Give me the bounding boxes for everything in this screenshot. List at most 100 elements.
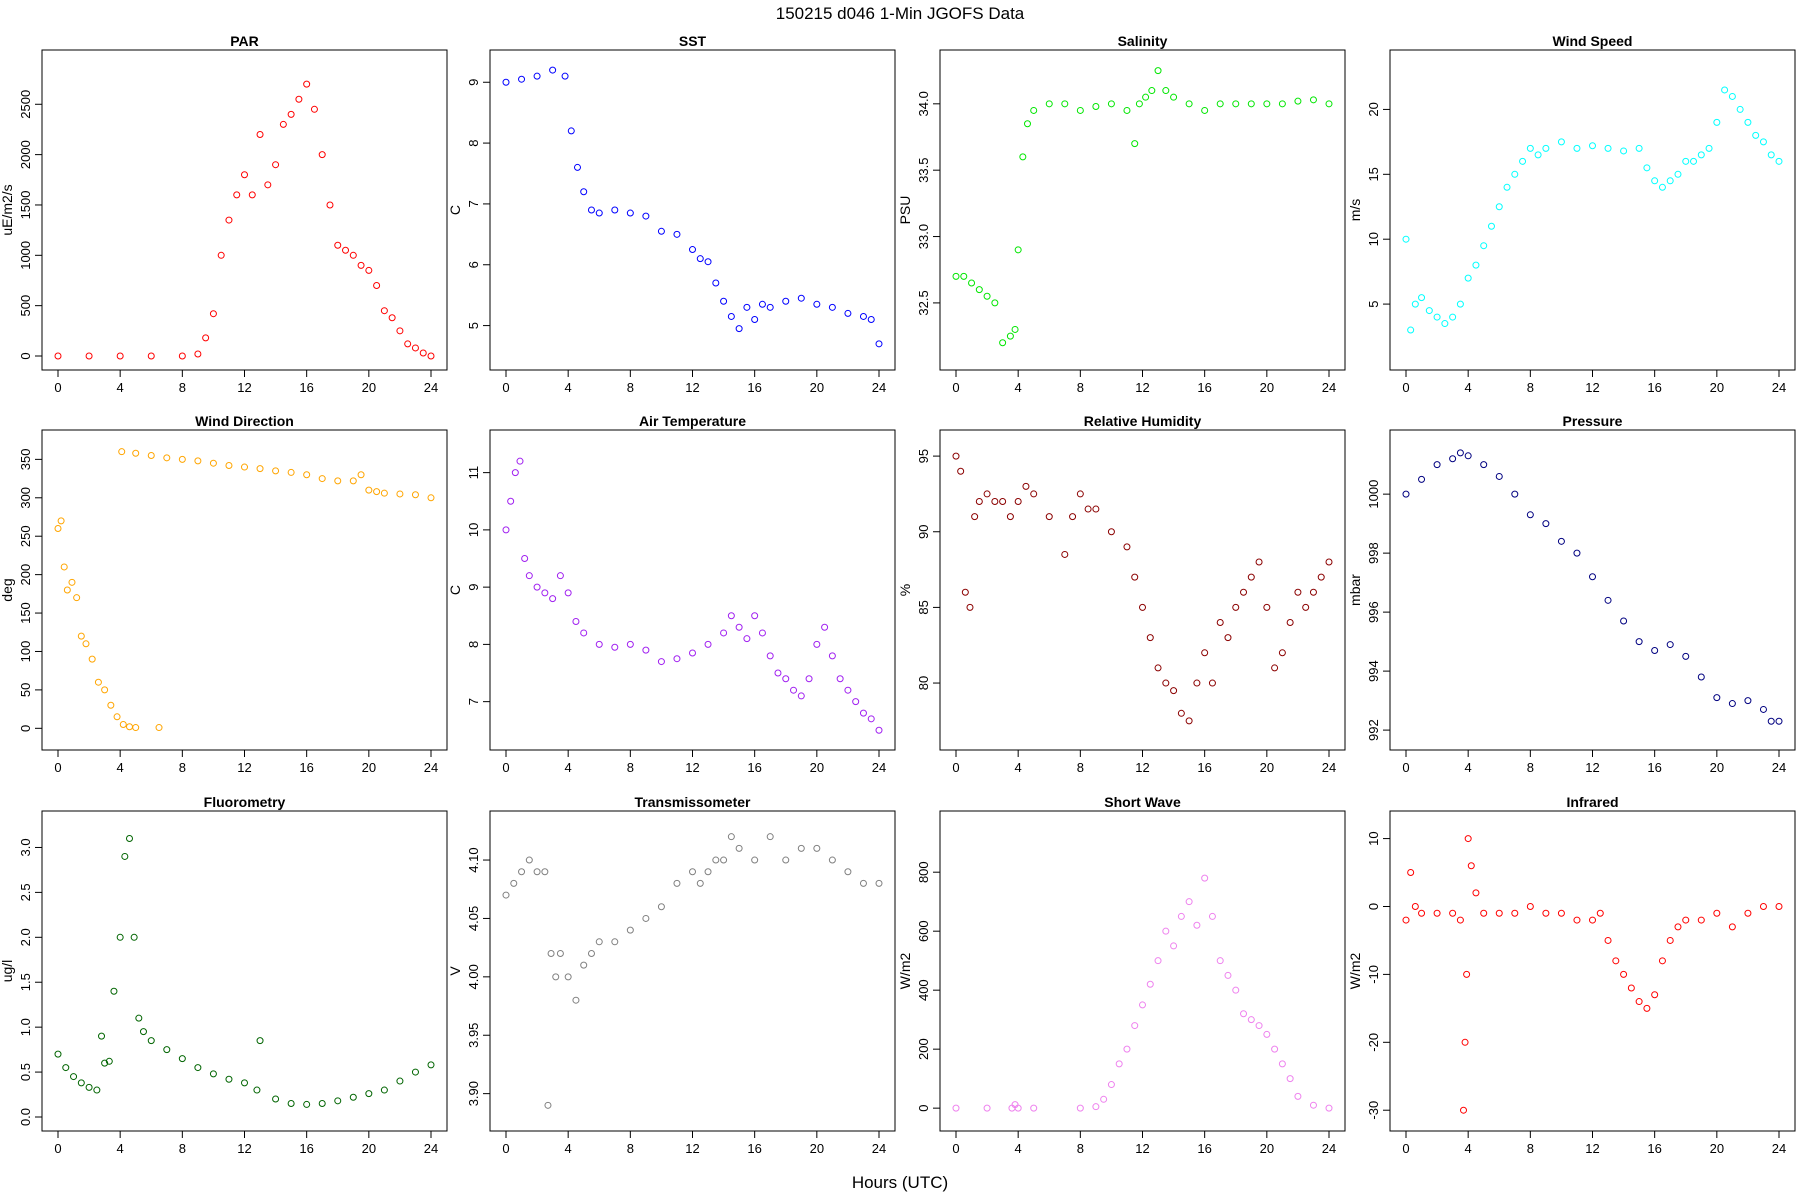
data-point xyxy=(1456,300,1464,308)
x-tick-label: 20 xyxy=(1260,760,1274,775)
data-point xyxy=(1294,1092,1302,1100)
panel-title: Wind Direction xyxy=(195,413,294,429)
data-point xyxy=(427,352,435,360)
data-point xyxy=(1232,100,1240,108)
data-point xyxy=(813,300,821,308)
x-tick-label: 0 xyxy=(502,760,509,775)
data-point xyxy=(1612,957,1620,965)
data-point xyxy=(1030,490,1038,498)
figure-title: 150215 d046 1-Min JGOFS Data xyxy=(776,4,1025,23)
data-point xyxy=(1682,157,1690,165)
y-tick-label: 4.00 xyxy=(466,964,481,989)
y-tick-label: 10 xyxy=(1366,232,1381,246)
x-tick-label: 20 xyxy=(1710,1141,1724,1156)
data-point xyxy=(727,833,735,841)
y-tick-label: 2000 xyxy=(18,140,33,169)
y-tick-label: 33.5 xyxy=(916,158,931,183)
data-point xyxy=(642,646,650,654)
data-point xyxy=(1092,505,1100,513)
data-point xyxy=(1263,100,1271,108)
x-tick-label: 16 xyxy=(747,760,761,775)
data-point xyxy=(1441,320,1449,328)
data-point xyxy=(1084,505,1092,513)
data-point xyxy=(155,724,163,732)
y-tick-label: 800 xyxy=(916,861,931,883)
x-tick-label: 4 xyxy=(565,760,572,775)
y-tick-label: 992 xyxy=(1366,719,1381,741)
y-tick-label: 1.5 xyxy=(18,973,33,991)
y-tick-label: 996 xyxy=(1366,601,1381,623)
y-tick-label: 600 xyxy=(916,920,931,942)
data-point xyxy=(1240,1010,1248,1018)
plot-frame xyxy=(489,429,896,751)
y-tick-label: 1500 xyxy=(18,191,33,220)
data-point xyxy=(673,230,681,238)
data-point xyxy=(349,1093,357,1101)
data-point xyxy=(1487,222,1495,230)
data-point xyxy=(1162,927,1170,935)
data-point xyxy=(1666,641,1674,649)
data-point xyxy=(580,188,588,196)
data-point xyxy=(1418,909,1426,917)
data-point xyxy=(1255,1022,1263,1030)
x-tick-label: 8 xyxy=(1527,760,1534,775)
data-point xyxy=(1767,717,1775,725)
data-point xyxy=(525,856,533,864)
data-point xyxy=(859,312,867,320)
y-tick-label: 0 xyxy=(1366,903,1381,910)
data-point xyxy=(564,973,572,981)
data-point xyxy=(1185,717,1193,725)
y-tick-label: 50 xyxy=(18,683,33,697)
data-point xyxy=(1030,106,1038,114)
data-point xyxy=(1402,916,1410,924)
data-point xyxy=(1449,313,1457,321)
x-tick-label: 16 xyxy=(299,380,313,395)
data-point xyxy=(1503,183,1511,191)
data-point xyxy=(852,698,860,706)
y-tick-label: 1000 xyxy=(18,241,33,270)
data-point xyxy=(1433,461,1441,469)
data-point xyxy=(1635,144,1643,152)
data-point xyxy=(132,724,140,732)
data-point xyxy=(1464,452,1472,460)
data-point xyxy=(782,856,790,864)
data-point xyxy=(1006,513,1014,521)
data-point xyxy=(1449,455,1457,463)
data-point xyxy=(991,299,999,307)
data-point xyxy=(828,652,836,660)
data-point xyxy=(696,255,704,263)
plot-frame xyxy=(41,810,448,1132)
data-point xyxy=(1240,588,1248,596)
data-point xyxy=(727,312,735,320)
data-point xyxy=(1526,511,1534,519)
data-point xyxy=(1014,246,1022,254)
data-point xyxy=(1464,835,1472,843)
y-tick-label: -10 xyxy=(1366,965,1381,984)
data-point xyxy=(380,307,388,315)
data-point xyxy=(1573,916,1581,924)
data-point xyxy=(1069,513,1077,521)
y-tick-label: 32.5 xyxy=(916,290,931,315)
data-point xyxy=(502,891,510,899)
data-point xyxy=(511,469,519,477)
data-point xyxy=(541,868,549,876)
data-point xyxy=(209,459,217,467)
y-tick-label: 8 xyxy=(466,139,481,146)
data-point xyxy=(411,344,419,352)
data-point xyxy=(1658,957,1666,965)
chart-infrared: Infrared 0 4 8 12 16 20 24 -30 -20 -10 0 10 W/m2 xyxy=(1347,794,1796,1156)
data-point xyxy=(1146,634,1154,642)
data-point xyxy=(580,961,588,969)
data-point xyxy=(1201,106,1209,114)
data-point xyxy=(1643,1004,1651,1012)
x-tick-label: 20 xyxy=(810,380,824,395)
y-tick-label: 350 xyxy=(18,449,33,471)
x-tick-label: 24 xyxy=(1772,760,1786,775)
x-tick-label: 20 xyxy=(810,1141,824,1156)
data-point xyxy=(1286,619,1294,627)
data-point xyxy=(1759,705,1767,713)
data-point xyxy=(1674,170,1682,178)
data-point xyxy=(1407,869,1415,877)
chart-short-wave: Short Wave 0 4 8 12 16 20 24 0 200 400 600 800 W/m2 xyxy=(897,794,1346,1156)
data-point xyxy=(419,349,427,357)
